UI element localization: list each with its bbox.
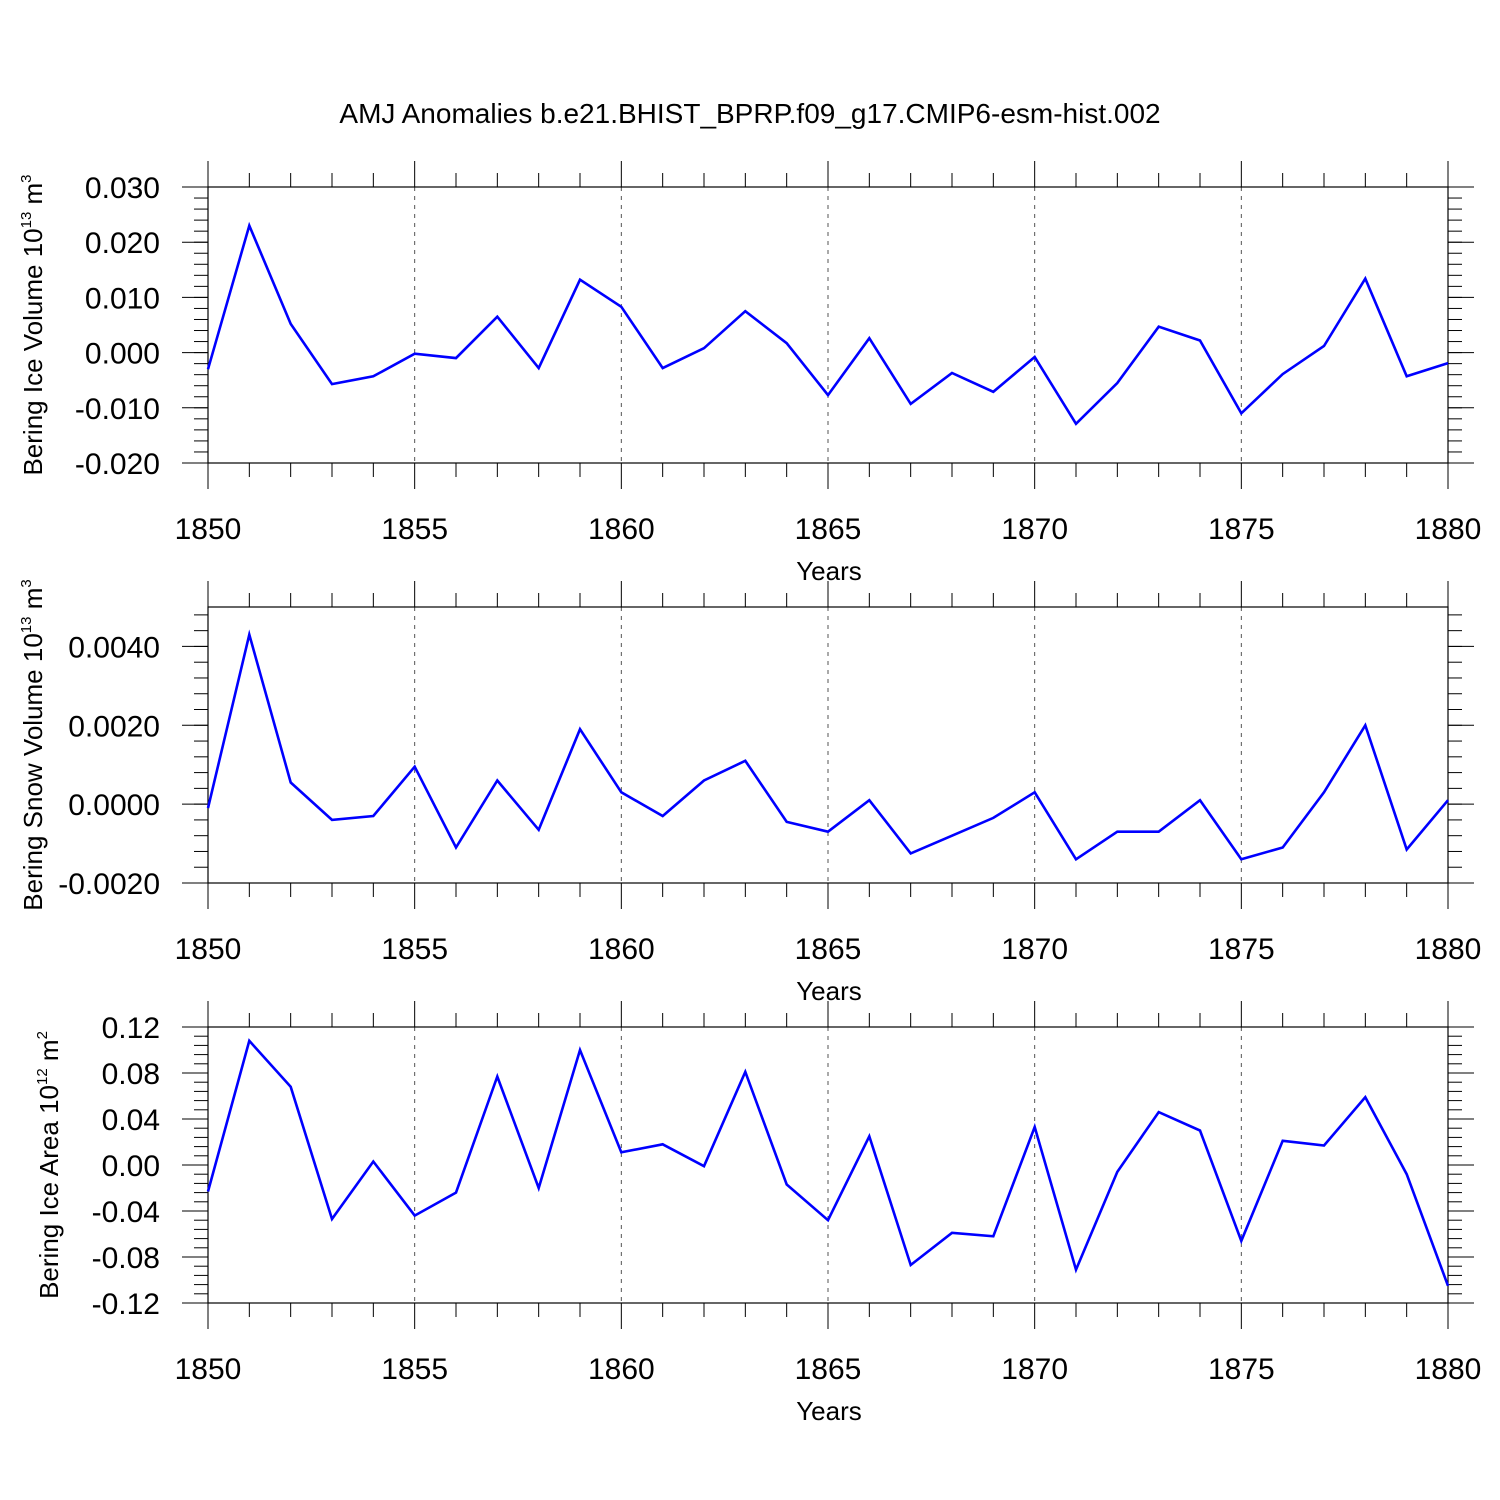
panel-2: -0.0020 0.0000 0.0020 0.0040 1850 1855 1860 186… bbox=[18, 579, 1481, 1006]
x-tick-label: 1860 bbox=[588, 513, 655, 546]
y-axis-title: Bering Ice Volume 1013 m3 bbox=[18, 174, 48, 475]
x-tick-label: 1870 bbox=[1001, 933, 1068, 966]
y-tick-label: -0.010 bbox=[75, 393, 160, 426]
chart-title: AMJ Anomalies b.e21.BHIST_BPRP.f09_g17.C… bbox=[339, 98, 1160, 129]
x-tick-label: 1870 bbox=[1001, 513, 1068, 546]
x-tick-label: 1865 bbox=[795, 1353, 862, 1386]
y-tick-label: -0.020 bbox=[75, 448, 160, 481]
panel-1: -0.020 -0.010 0.000 0.010 0.020 0.030 1850 1855… bbox=[18, 161, 1481, 586]
y-tick-label: 0.030 bbox=[85, 172, 160, 205]
x-tick-label: 1855 bbox=[381, 513, 448, 546]
x-tick-label: 1870 bbox=[1001, 1353, 1068, 1386]
y-tick-label: -0.04 bbox=[92, 1196, 160, 1229]
x-tick-label: 1865 bbox=[795, 933, 862, 966]
y-axis-title: Bering Ice Area 1012 m2 bbox=[34, 1031, 64, 1299]
x-tick-label: 1865 bbox=[795, 513, 862, 546]
y-tick-label: -0.0020 bbox=[58, 868, 160, 901]
x-tick-label: 1880 bbox=[1415, 933, 1482, 966]
y-tick-label: 0.000 bbox=[85, 338, 160, 371]
y-tick-label: 0.010 bbox=[85, 282, 160, 315]
y-tick-label: 0.12 bbox=[102, 1012, 160, 1045]
y-tick-label: 0.0040 bbox=[68, 631, 160, 664]
x-axis-title: Years bbox=[796, 556, 862, 586]
x-tick-label: 1875 bbox=[1208, 513, 1275, 546]
y-tick-label: 0.0000 bbox=[68, 789, 160, 822]
y-axis-title: Bering Snow Volume 1013 m3 bbox=[18, 579, 48, 910]
panels-group: -0.020 -0.010 0.000 0.010 0.020 0.030 1850 1855… bbox=[18, 161, 1481, 1426]
x-axis-title: Years bbox=[796, 1396, 862, 1426]
y-tick-label: -0.12 bbox=[92, 1288, 160, 1321]
x-tick-label: 1875 bbox=[1208, 1353, 1275, 1386]
x-tick-label: 1850 bbox=[175, 1353, 242, 1386]
x-axis-title: Years bbox=[796, 976, 862, 1006]
x-tick-label: 1855 bbox=[381, 933, 448, 966]
x-tick-label: 1875 bbox=[1208, 933, 1275, 966]
x-tick-label: 1880 bbox=[1415, 1353, 1482, 1386]
y-tick-label: 0.04 bbox=[102, 1104, 160, 1137]
y-tick-label: 0.08 bbox=[102, 1058, 160, 1091]
x-tick-label: 1880 bbox=[1415, 513, 1482, 546]
series-line bbox=[206, 629, 1449, 862]
x-tick-label: 1860 bbox=[588, 933, 655, 966]
x-tick-label: 1850 bbox=[175, 513, 242, 546]
y-tick-label: 0.00 bbox=[102, 1150, 160, 1183]
y-tick-label: 0.020 bbox=[85, 227, 160, 260]
x-tick-label: 1855 bbox=[381, 1353, 448, 1386]
y-tick-label: -0.08 bbox=[92, 1242, 160, 1275]
panel-3: -0.12 -0.08 -0.04 0.00 0.04 0.08 0.12 1850 1855 1… bbox=[34, 1001, 1481, 1426]
y-tick-label: 0.0020 bbox=[68, 710, 160, 743]
x-tick-label: 1860 bbox=[588, 1353, 655, 1386]
x-tick-label: 1850 bbox=[175, 933, 242, 966]
